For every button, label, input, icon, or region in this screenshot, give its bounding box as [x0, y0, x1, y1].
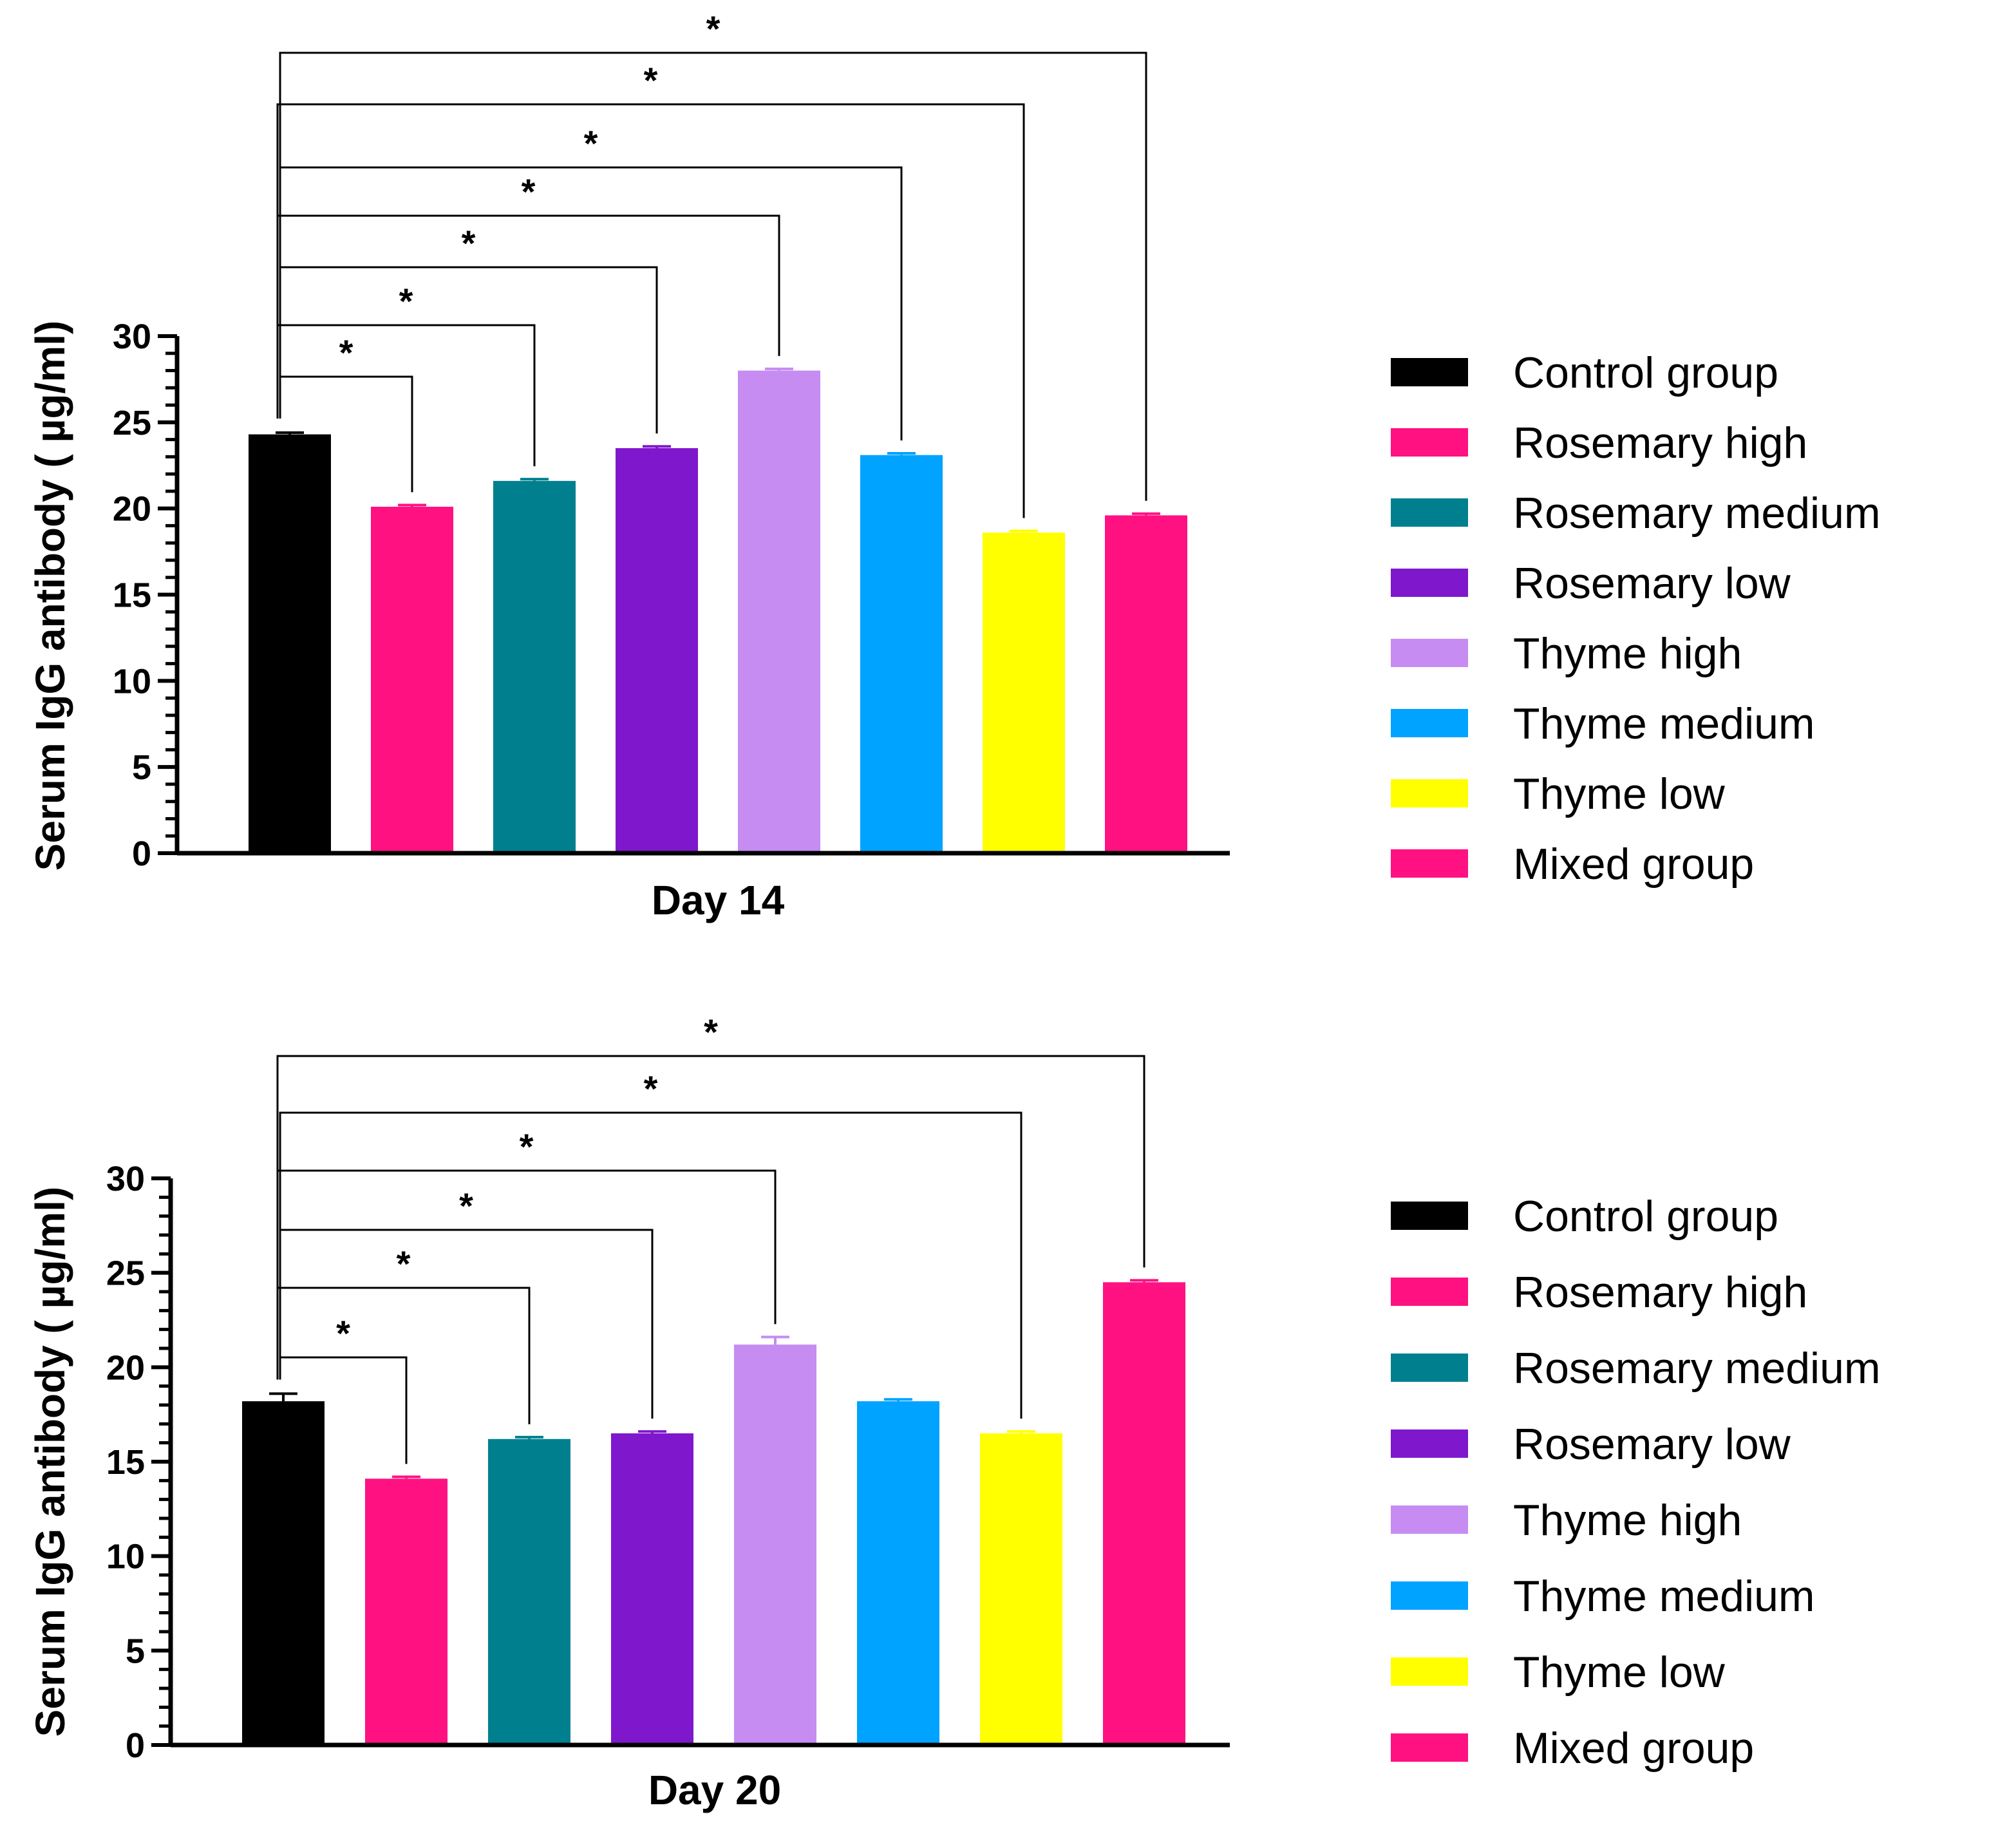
bar-rosemary-low: [616, 448, 698, 853]
legend-swatch: [1391, 849, 1468, 878]
plot-area: 0 5 10 15 20 25 30 * * * * * *: [106, 1012, 1230, 1765]
significance-star: *: [706, 8, 721, 49]
bar-thyme-low: [983, 533, 1065, 853]
significance-bracket: [276, 214, 780, 419]
significance-star: *: [644, 1068, 658, 1109]
legend-label: Thyme medium: [1513, 699, 1815, 748]
legend-label: Rosemary medium: [1513, 1344, 1881, 1393]
legend-label: Control group: [1513, 348, 1778, 397]
plot-area: 0 5 10 15 20 25 30 * * * * * * *: [113, 8, 1230, 873]
y-tick-label: 0: [126, 1726, 145, 1765]
legend-swatch: [1391, 709, 1468, 737]
significance-bracket: [279, 266, 658, 434]
y-tick-label: 15: [113, 576, 151, 615]
significance-star: *: [522, 171, 536, 212]
significance-star: *: [336, 1313, 350, 1354]
significance-star: *: [339, 332, 353, 373]
significance-bracket: [279, 52, 1147, 501]
legend-label: Rosemary low: [1513, 559, 1791, 608]
bar-thyme-medium: [857, 1401, 939, 1745]
y-tick-label: 30: [113, 317, 151, 356]
bar-rosemary-high: [371, 506, 453, 853]
y-tick-label: 5: [126, 1632, 145, 1670]
bar-control-group: [242, 1401, 325, 1745]
significance-star: *: [462, 223, 476, 263]
y-tick-label: 25: [106, 1254, 145, 1293]
y-tick-label: 30: [106, 1160, 145, 1198]
bar-thyme-high: [734, 1344, 816, 1745]
significance-bracket: [276, 103, 1025, 518]
bar-thyme-medium: [860, 455, 943, 853]
significance-star: *: [584, 123, 598, 164]
panel-day-20: Serum IgG antibody ( µg/ml) Day 20 0 5 10 1…: [27, 1012, 1881, 1813]
y-tick-label: 25: [113, 404, 151, 442]
y-axis-title: Serum IgG antibody ( µg/ml): [27, 321, 73, 871]
legend-swatch: [1391, 1429, 1468, 1458]
x-axis-label: Day 14: [652, 877, 785, 923]
legend-label: Rosemary high: [1513, 419, 1807, 467]
legend-swatch: [1391, 639, 1468, 667]
panel-day-14: Serum IgG antibody ( µg/ml) Day 14 0 5 10 1…: [27, 8, 1881, 923]
y-tick-label: 10: [106, 1538, 145, 1576]
bar-rosemary-medium: [488, 1439, 570, 1745]
legend-label: Thyme high: [1513, 1496, 1742, 1545]
legend-swatch: [1391, 1581, 1468, 1610]
bar-thyme-high: [738, 370, 820, 853]
x-axis-label: Day 20: [648, 1767, 781, 1813]
legend: Control group Rosemary high Rosemary mediu…: [1391, 348, 1881, 889]
legend-swatch: [1391, 1354, 1468, 1382]
bar-mixed-group: [1105, 515, 1187, 853]
legend-swatch: [1391, 1505, 1468, 1534]
y-tick-label: 5: [132, 748, 151, 787]
bar-rosemary-high: [365, 1478, 447, 1745]
significance-bracket: [276, 1169, 777, 1380]
legend-swatch: [1391, 428, 1468, 457]
legend-swatch: [1391, 1278, 1468, 1306]
legend-swatch: [1391, 358, 1468, 386]
legend-swatch: [1391, 1202, 1468, 1230]
legend-label: Rosemary medium: [1513, 489, 1881, 538]
y-axis-title: Serum IgG antibody ( µg/ml): [27, 1187, 73, 1737]
y-tick-label: 0: [132, 835, 151, 873]
legend-swatch: [1391, 498, 1468, 527]
legend-swatch: [1391, 1657, 1468, 1686]
bar-rosemary-low: [611, 1433, 693, 1745]
significance-star: *: [520, 1126, 534, 1167]
legend-swatch: [1391, 779, 1468, 807]
significance-bracket: [279, 1111, 1022, 1419]
legend-label: Thyme low: [1513, 1648, 1726, 1697]
legend-label: Thyme high: [1513, 629, 1742, 678]
y-tick-label: 10: [113, 662, 151, 701]
y-tick-label: 15: [106, 1443, 145, 1482]
significance-star: *: [704, 1012, 718, 1052]
legend-label: Thyme low: [1513, 769, 1726, 818]
legend-swatch: [1391, 1733, 1468, 1762]
legend: Control group Rosemary high Rosemary mediu…: [1391, 1192, 1881, 1773]
bar-mixed-group: [1103, 1282, 1185, 1745]
legend-label: Rosemary low: [1513, 1420, 1791, 1469]
legend-label: Control group: [1513, 1192, 1778, 1241]
significance-bracket: [276, 1055, 1145, 1380]
significance-star: *: [397, 1243, 411, 1284]
y-tick-label: 20: [113, 490, 151, 529]
bar-thyme-low: [980, 1433, 1062, 1745]
legend-label: Rosemary high: [1513, 1268, 1807, 1317]
legend-swatch: [1391, 569, 1468, 597]
legend-label: Thyme medium: [1513, 1572, 1815, 1621]
bar-rosemary-medium: [493, 480, 576, 853]
significance-star: *: [459, 1185, 473, 1226]
legend-label: Mixed group: [1513, 1724, 1754, 1773]
legend-label: Mixed group: [1513, 840, 1754, 889]
y-tick-label: 20: [106, 1348, 145, 1387]
bar-control-group: [249, 434, 331, 853]
significance-star: *: [644, 60, 658, 100]
significance-star: *: [399, 281, 413, 321]
